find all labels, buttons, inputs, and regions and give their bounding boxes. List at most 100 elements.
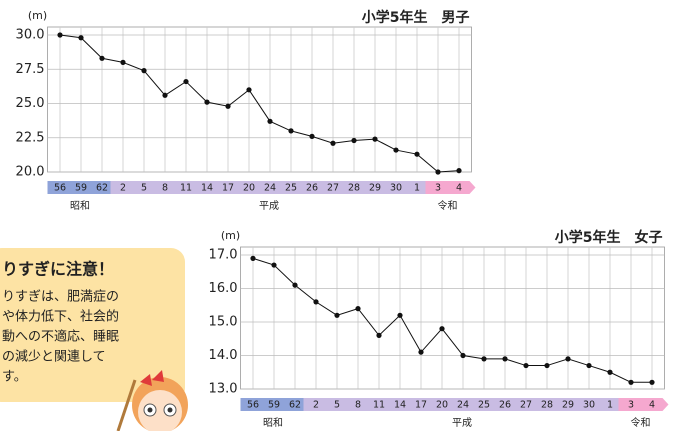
note-line: す。 [2,370,27,385]
data-point [225,104,230,109]
x-tick-label: 29 [369,183,381,194]
data-point [502,356,507,361]
x-tick-label: 59 [75,183,87,194]
data-point [628,380,633,385]
x-tick-label: 62 [289,400,301,411]
x-tick-label: 25 [285,183,297,194]
x-tick-label: 20 [436,400,448,411]
x-tick-label: 30 [390,183,402,194]
x-tick-label: 17 [222,183,234,194]
data-point [456,168,461,173]
data-point [355,306,360,311]
data-point [418,350,423,355]
note-line: りすぎは、肥満症の [2,290,119,305]
chart-title: 小学5年生 男子 [362,9,470,26]
x-tick-label: 56 [247,400,259,411]
data-point [309,134,314,139]
x-tick-label: 28 [541,400,553,411]
x-tick-label: 17 [415,400,427,411]
data-point [649,380,654,385]
x-tick-label: 3 [435,183,441,194]
x-tick-label: 28 [348,183,360,194]
y-tick-label: 17.0 [209,248,238,263]
y-tick-label: 15.0 [209,315,238,330]
x-tick-label: 4 [649,400,655,411]
era-label: 昭和 [263,417,283,429]
x-tick-label: 5 [141,183,147,194]
data-point [586,363,591,368]
y-tick-label: 16.0 [209,281,238,296]
x-tick-label: 2 [313,400,319,411]
data-point [288,128,293,133]
y-tick-label: 30.0 [16,28,45,43]
data-point [120,60,125,65]
data-point [372,137,377,142]
era-label: 平成 [259,200,279,212]
x-tick-label: 4 [456,183,462,194]
data-point [397,313,402,318]
x-tick-label: 62 [96,183,108,194]
data-point [607,370,612,375]
era-label: 平成 [452,417,472,429]
data-point [435,169,440,174]
data-point [57,32,62,37]
page: りすぎに注意！ りすぎは、肥満症の や体力低下、社会的 動への不適応、睡眠 の減… [0,0,681,431]
y-tick-label: 25.0 [16,96,45,111]
data-point [183,79,188,84]
x-tick-label: 24 [457,400,469,411]
data-point [565,356,570,361]
y-unit: (m) [221,229,240,242]
note-line: 動への不適応、睡眠 [2,329,119,345]
x-tick-label: 1 [607,400,613,411]
x-tick-label: 1 [414,183,420,194]
data-point [414,152,419,157]
x-tick-label: 26 [306,183,318,194]
data-point [204,100,209,105]
data-point [250,256,255,261]
chart-title: 小学5年生 女子 [555,229,663,246]
figure: りすぎに注意！ りすぎは、肥満症の や体力低下、社会的 動への不適応、睡眠 の減… [0,0,681,431]
data-point [99,56,104,61]
data-point [267,119,272,124]
data-point [292,283,297,288]
x-tick-label: 8 [162,183,168,194]
data-point [460,353,465,358]
plot-area [241,247,665,389]
x-tick-label: 8 [355,400,361,411]
era-label: 令和 [438,199,458,212]
x-tick-label: 24 [264,183,276,194]
x-tick-label: 20 [243,183,255,194]
data-point [393,147,398,152]
x-tick-label: 27 [520,400,532,411]
y-unit: (m) [28,9,47,22]
era-band [426,181,476,194]
x-tick-label: 5 [334,400,340,411]
data-point [271,262,276,267]
data-point [334,313,339,318]
data-point [439,326,444,331]
x-tick-label: 59 [268,400,280,411]
x-tick-label: 14 [394,400,406,411]
data-point [544,363,549,368]
data-point [481,356,486,361]
note-line: や体力低下、社会的 [2,309,119,325]
era-label: 令和 [631,416,651,429]
era-label: 昭和 [70,200,90,212]
y-tick-label: 14.0 [209,348,238,363]
x-tick-label: 11 [373,400,385,411]
x-tick-label: 26 [499,400,511,411]
data-point [376,333,381,338]
plot-area [48,27,472,172]
data-point [162,93,167,98]
data-point [351,138,356,143]
x-tick-label: 3 [628,400,634,411]
y-tick-label: 13.0 [209,382,238,397]
data-point [246,87,251,92]
y-tick-label: 27.5 [16,62,45,77]
x-tick-label: 30 [583,400,595,411]
y-tick-label: 20.0 [16,165,45,180]
data-point [330,141,335,146]
x-tick-label: 11 [180,183,192,194]
note-title: りすぎに注意！ [2,260,114,279]
data-point [141,68,146,73]
